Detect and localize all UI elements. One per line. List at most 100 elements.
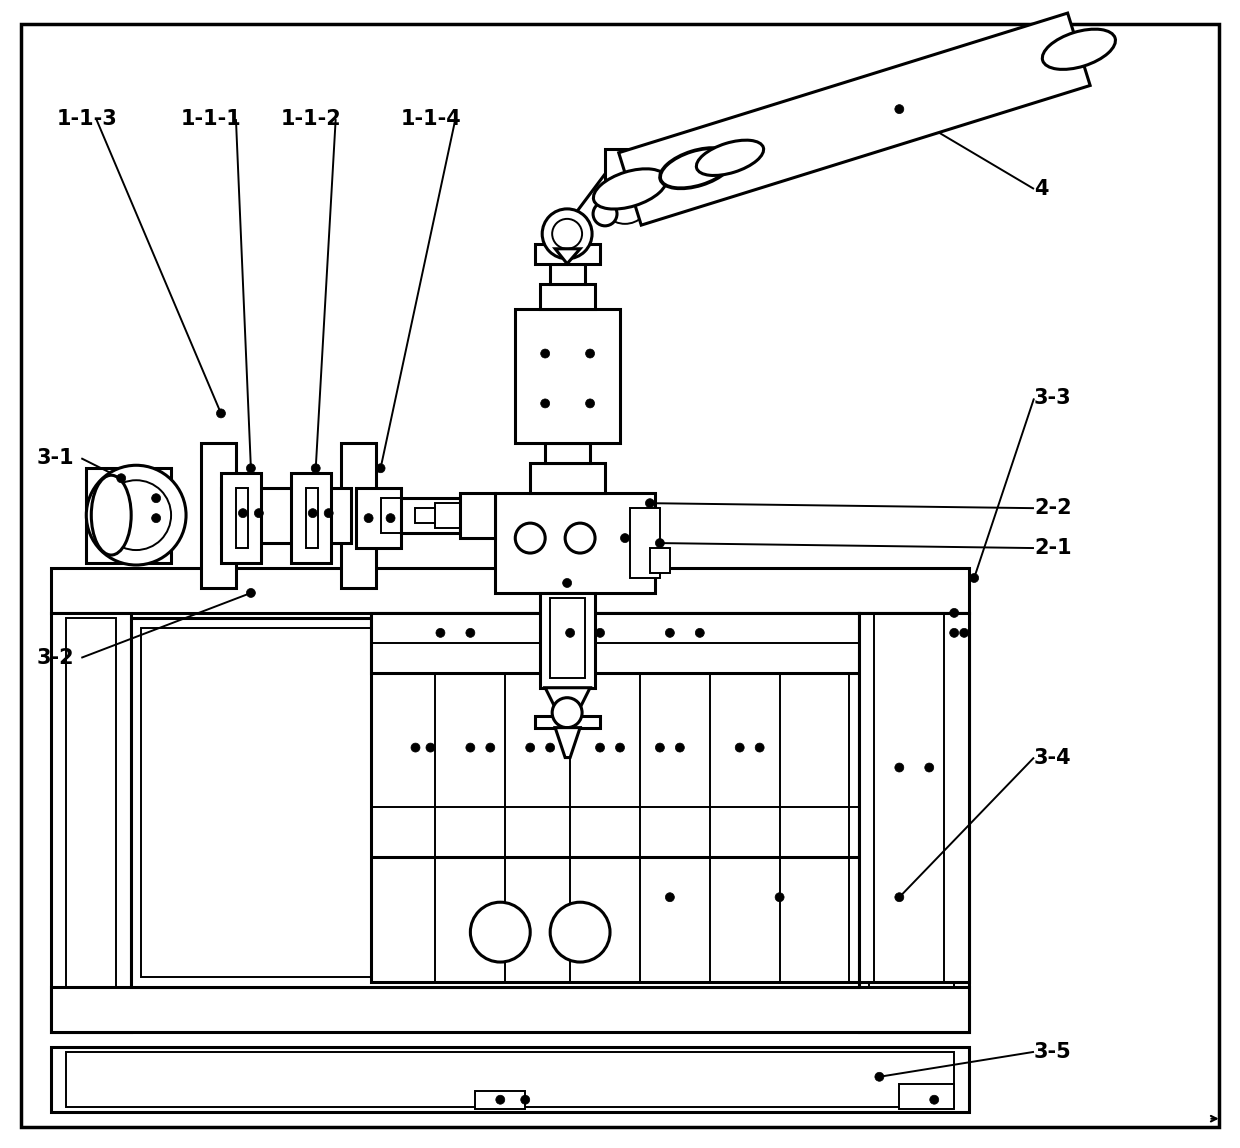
- Circle shape: [600, 174, 650, 224]
- Bar: [401, 498, 460, 533]
- Circle shape: [552, 219, 582, 249]
- Bar: [51, 613, 131, 1032]
- Ellipse shape: [697, 140, 764, 176]
- Circle shape: [516, 523, 546, 553]
- Circle shape: [755, 743, 764, 752]
- Circle shape: [950, 628, 959, 637]
- Bar: [415, 509, 435, 523]
- Circle shape: [117, 474, 125, 482]
- Circle shape: [542, 209, 591, 258]
- Bar: [381, 498, 405, 533]
- Circle shape: [563, 579, 572, 588]
- Polygon shape: [546, 688, 590, 718]
- Bar: [291, 473, 331, 563]
- Circle shape: [875, 1072, 884, 1081]
- Bar: [546, 443, 590, 464]
- Bar: [605, 149, 640, 199]
- Circle shape: [427, 743, 435, 752]
- Circle shape: [656, 743, 665, 752]
- Circle shape: [595, 743, 605, 752]
- Circle shape: [775, 893, 784, 901]
- Circle shape: [466, 628, 475, 637]
- Circle shape: [565, 628, 574, 637]
- Bar: [899, 1084, 955, 1109]
- Bar: [51, 1047, 970, 1111]
- Circle shape: [585, 398, 594, 408]
- Circle shape: [595, 628, 605, 637]
- Circle shape: [735, 743, 744, 752]
- Bar: [551, 598, 585, 677]
- Bar: [650, 548, 670, 573]
- Text: 2-2: 2-2: [1034, 498, 1071, 518]
- Circle shape: [696, 628, 704, 637]
- Circle shape: [217, 409, 226, 418]
- Circle shape: [526, 743, 534, 752]
- Circle shape: [466, 743, 475, 752]
- Text: 1-1-1: 1-1-1: [181, 109, 242, 129]
- Bar: [531, 464, 605, 494]
- Bar: [341, 443, 376, 588]
- Circle shape: [238, 509, 248, 518]
- Circle shape: [102, 480, 171, 550]
- Bar: [371, 613, 859, 982]
- Circle shape: [486, 743, 495, 752]
- Circle shape: [436, 628, 445, 637]
- Bar: [495, 494, 655, 594]
- Circle shape: [585, 349, 594, 358]
- Circle shape: [676, 743, 684, 752]
- Circle shape: [895, 893, 904, 901]
- Circle shape: [930, 1095, 939, 1104]
- Circle shape: [666, 893, 675, 901]
- Ellipse shape: [1043, 29, 1116, 69]
- Circle shape: [376, 464, 386, 473]
- Circle shape: [496, 1095, 505, 1104]
- Bar: [221, 488, 351, 543]
- Polygon shape: [556, 728, 580, 758]
- Circle shape: [521, 1095, 529, 1104]
- Circle shape: [309, 509, 317, 518]
- Circle shape: [470, 902, 531, 962]
- Ellipse shape: [594, 169, 667, 209]
- Polygon shape: [619, 13, 1090, 225]
- Circle shape: [620, 534, 630, 543]
- Circle shape: [324, 509, 334, 518]
- Circle shape: [656, 538, 665, 548]
- Circle shape: [551, 902, 610, 962]
- Circle shape: [247, 589, 255, 597]
- Ellipse shape: [92, 475, 131, 554]
- Bar: [536, 715, 600, 728]
- Text: 3-3: 3-3: [1034, 388, 1071, 409]
- Bar: [859, 613, 970, 982]
- Text: 3-4: 3-4: [1034, 747, 1071, 768]
- Bar: [541, 594, 595, 688]
- Circle shape: [593, 202, 618, 226]
- Circle shape: [565, 523, 595, 553]
- Bar: [551, 264, 585, 284]
- Circle shape: [410, 743, 420, 752]
- Bar: [87, 468, 171, 563]
- Bar: [201, 443, 236, 588]
- Circle shape: [552, 698, 582, 728]
- Circle shape: [541, 349, 549, 358]
- Bar: [51, 568, 970, 613]
- Circle shape: [541, 398, 549, 408]
- Bar: [51, 987, 970, 1032]
- Ellipse shape: [660, 148, 733, 188]
- Bar: [536, 243, 600, 264]
- Circle shape: [87, 465, 186, 565]
- Text: 1-1-4: 1-1-4: [401, 109, 461, 129]
- Circle shape: [646, 498, 655, 507]
- Text: 2-1: 2-1: [1034, 538, 1071, 558]
- Circle shape: [546, 743, 554, 752]
- Bar: [67, 618, 117, 1022]
- Circle shape: [895, 104, 904, 114]
- Circle shape: [151, 513, 161, 522]
- Bar: [859, 613, 970, 1032]
- Text: 1-1-2: 1-1-2: [280, 109, 341, 129]
- Circle shape: [247, 464, 255, 473]
- Bar: [435, 503, 516, 528]
- Text: 3-1: 3-1: [36, 448, 74, 468]
- Circle shape: [895, 763, 904, 771]
- Circle shape: [386, 513, 396, 522]
- Bar: [236, 488, 248, 548]
